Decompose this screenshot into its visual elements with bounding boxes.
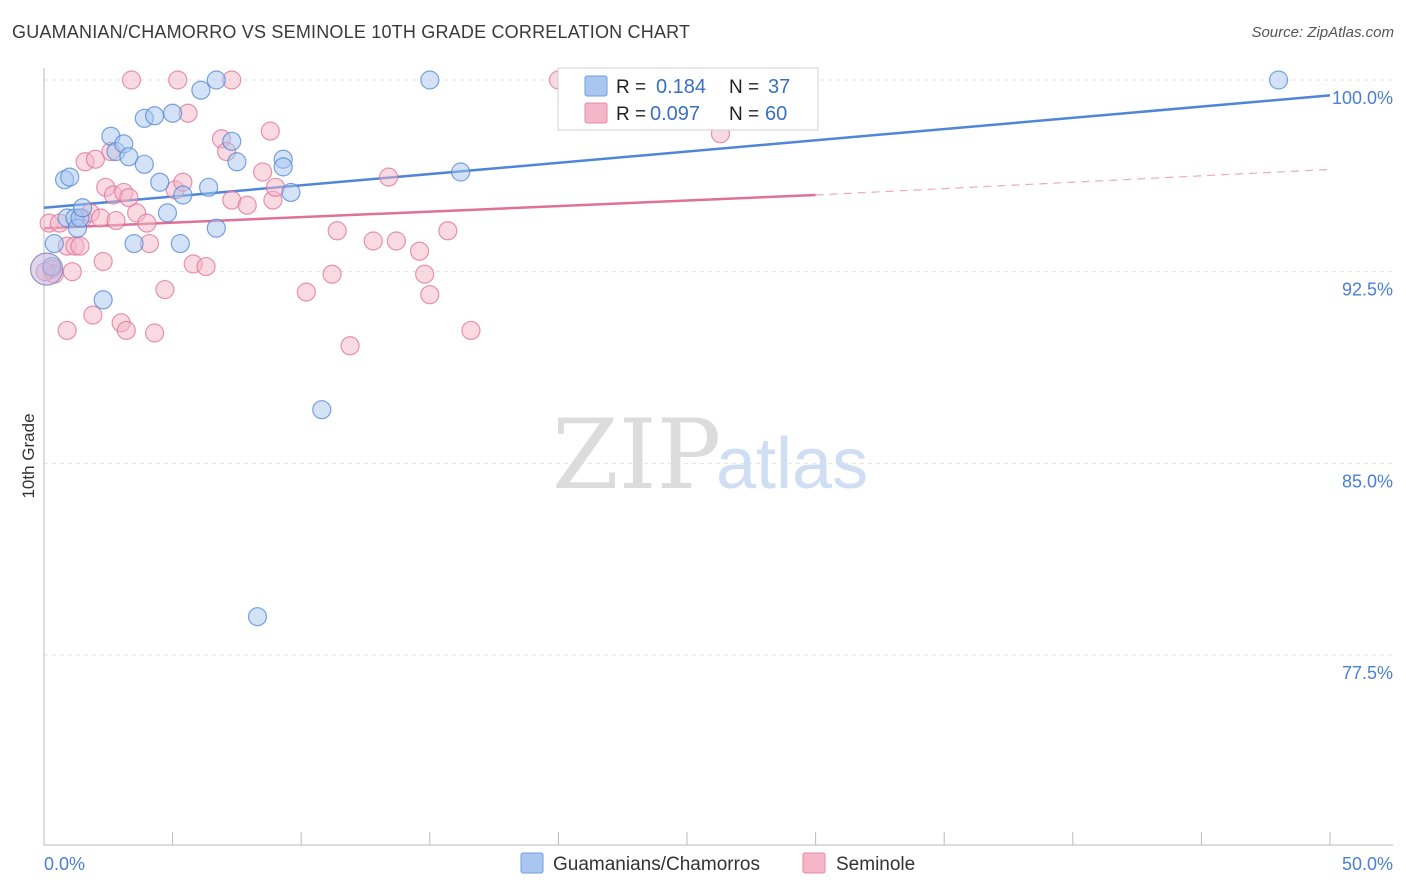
chart-title: GUAMANIAN/CHAMORRO VS SEMINOLE 10TH GRAD…	[12, 22, 691, 42]
data-point-seminole	[253, 162, 273, 182]
data-point-seminole	[83, 305, 103, 325]
data-point-seminole	[62, 262, 82, 282]
data-point-guamanian	[1268, 70, 1289, 90]
data-point-seminole	[322, 264, 342, 284]
data-point-seminole	[386, 231, 406, 251]
data-point-guamanian	[451, 162, 471, 182]
data-point-guamanian	[124, 233, 144, 254]
data-point-guamanian	[227, 152, 247, 172]
data-point-guamanian	[281, 182, 301, 203]
data-point-guamanian	[206, 218, 226, 238]
data-point-seminole	[196, 256, 216, 277]
data-point-seminole	[85, 149, 106, 169]
data-point-seminole	[168, 70, 188, 90]
y-tick-label: 92.5%	[1342, 280, 1393, 300]
data-points	[29, 70, 1289, 627]
watermark-zip: ZIP	[552, 399, 721, 511]
data-point-guamanian	[170, 233, 190, 254]
data-point-seminole	[70, 236, 90, 256]
y-tick-label: 85.0%	[1342, 471, 1393, 491]
data-point-seminole	[144, 323, 165, 343]
data-point-seminole	[340, 336, 360, 356]
legend-n-value-2: 60	[765, 103, 787, 125]
legend-r-value-2: 0.097	[650, 103, 700, 125]
bottom-legend-swatch-seminole	[802, 852, 826, 874]
data-point-guamanian	[247, 607, 268, 627]
data-point-seminole	[237, 195, 257, 215]
data-point-seminole	[260, 121, 280, 141]
data-point-seminole	[93, 251, 113, 272]
bottom-legend-swatch-guamanian	[520, 852, 544, 874]
legend-r-label-1: R =	[616, 77, 646, 98]
bottom-legend-label-seminole: Seminole	[836, 854, 915, 875]
data-point-guamanian	[134, 154, 154, 174]
data-point-seminole	[121, 70, 142, 90]
data-point-guamanian	[72, 198, 93, 218]
x-tick-label-min: 0.0%	[44, 854, 85, 874]
data-point-guamanian	[420, 70, 440, 90]
data-point-guamanian	[163, 103, 183, 123]
legend-swatch-guamanian	[584, 75, 608, 97]
data-point-guamanian	[44, 233, 64, 254]
gridlines	[44, 79, 1393, 656]
data-point-seminole	[119, 187, 139, 208]
data-point-guamanian	[222, 131, 242, 151]
y-tick-labels: 77.5% 85.0% 92.5% 100.0%	[1332, 88, 1393, 683]
data-point-seminole	[363, 231, 383, 251]
data-point-seminole	[327, 221, 347, 241]
data-point-seminole	[57, 320, 77, 341]
data-point-seminole	[296, 282, 316, 302]
data-point-guamanian	[93, 290, 113, 310]
data-point-guamanian	[144, 106, 165, 126]
trend-line-seminole	[43, 193, 816, 230]
bottom-legend-label-guamanian: Guamanians/Chamorros	[553, 854, 760, 875]
data-point-seminole	[116, 320, 136, 341]
data-point-guamanian	[191, 80, 211, 100]
data-point-guamanian	[119, 147, 139, 167]
data-point-seminole	[415, 264, 435, 284]
data-point-guamanian	[206, 70, 226, 90]
legend-n-value-1: 37	[768, 76, 790, 98]
legend-swatch-seminole	[584, 102, 608, 124]
data-point-seminole	[106, 210, 126, 231]
legend-r-label-2: R =	[616, 104, 646, 125]
data-point-seminole	[420, 285, 440, 305]
data-point-cluster	[29, 252, 64, 286]
legend-r-value-1: 0.184	[656, 76, 706, 98]
x-ticks	[43, 832, 1331, 845]
watermark-atlas: atlas	[716, 424, 868, 504]
legend-n-label-1: N =	[729, 77, 759, 98]
y-axis-title: 10th Grade	[19, 413, 38, 498]
chart-source: Source: ZipAtlas.com	[1251, 24, 1394, 41]
bottom-legend: Guamanians/Chamorros Seminole	[520, 852, 915, 875]
data-point-guamanian	[173, 185, 193, 205]
data-point-seminole	[379, 167, 399, 187]
y-tick-label: 77.5%	[1342, 663, 1393, 683]
data-point-guamanian	[60, 167, 80, 187]
trend-lines	[43, 94, 1331, 230]
data-point-guamanian	[150, 172, 170, 192]
data-point-guamanian	[199, 177, 219, 197]
trend-line-extension-seminole	[815, 168, 1331, 196]
data-point-guamanian	[157, 203, 178, 223]
data-point-guamanian	[273, 157, 293, 177]
data-point-seminole	[137, 213, 157, 233]
x-tick-label-max: 50.0%	[1342, 854, 1393, 874]
legend-box: R = 0.184 N = 37 R = 0.097 N = 60	[557, 67, 819, 131]
data-point-guamanian	[312, 400, 332, 420]
data-point-seminole	[461, 320, 481, 341]
data-point-seminole	[155, 279, 175, 300]
data-point-seminole	[438, 221, 458, 241]
data-point-seminole	[409, 241, 430, 261]
y-tick-label: 100.0%	[1332, 88, 1393, 108]
trend-line-guamanian	[43, 94, 1331, 210]
legend-n-label-2: N =	[729, 104, 759, 125]
